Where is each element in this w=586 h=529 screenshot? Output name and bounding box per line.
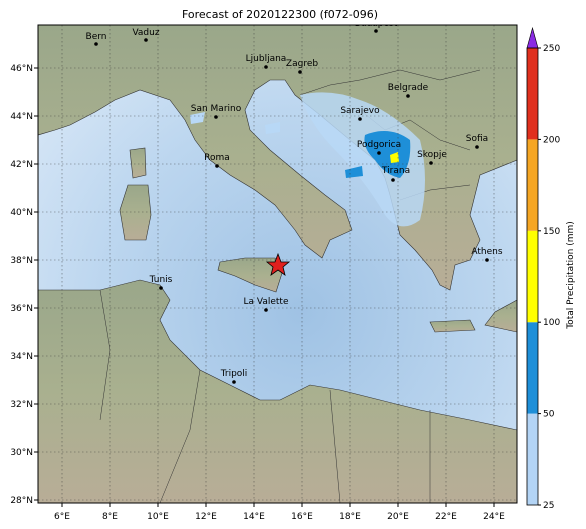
x-tick-label: 12°E: [195, 512, 217, 522]
cities: Budapest Vaduz Bern Ljubljana Zagreb Belgrade…: [86, 19, 503, 384]
city-label: Zagreb: [286, 59, 318, 69]
colorbar-tick-label: 50: [543, 410, 555, 420]
colorbar-tick-label: 25: [543, 501, 554, 511]
city-marker: [406, 94, 410, 98]
city-label: Belgrade: [388, 83, 429, 93]
city-label: Ljubljana: [246, 54, 287, 64]
title: Forecast of 2020122300 (f072-096): [182, 8, 378, 21]
x-tick-label: 10°E: [147, 512, 169, 522]
city-label: Podgorica: [357, 140, 401, 150]
colorbar-segment: [527, 139, 538, 231]
colorbar-tick-label: 200: [543, 135, 560, 145]
precip-light: [300, 92, 425, 227]
colorbar-segment: [527, 322, 538, 414]
x-tick-label: 20°E: [387, 512, 409, 522]
city-marker: [264, 308, 268, 312]
colorbar-frame: [526, 47, 539, 506]
land-sardinia: [119, 184, 152, 241]
y-tick-label: 34°N: [10, 352, 33, 362]
colorbar-label: Total Precipitation (mm): [566, 221, 576, 330]
colorbar-tick-label: 250: [543, 44, 560, 54]
precip-heavy: [390, 152, 399, 163]
city-label: Sofia: [466, 134, 488, 144]
y-tick-label: 42°N: [10, 160, 33, 170]
city-label: Sarajevo: [340, 106, 380, 116]
city-label: Roma: [204, 153, 230, 163]
colorbar-tick-label: 100: [543, 318, 560, 328]
land-corsica: [129, 147, 147, 179]
city-label: Tunis: [149, 275, 173, 285]
x-tick-label: 6°E: [54, 512, 70, 522]
colorbar: 25 50 100 150 200 250: [526, 26, 560, 511]
city-marker: [429, 161, 433, 165]
city-marker: [358, 117, 362, 121]
colorbar-segment: [527, 413, 538, 505]
y-tick-label: 44°N: [10, 112, 33, 122]
city-label: Skopje: [417, 150, 447, 160]
city-label: Vaduz: [132, 28, 159, 38]
axes: 6°E 8°E 10°E 12°E 14°E 16°E 18°E 20°E 22°E 24°E 46…: [10, 64, 505, 522]
city-marker: [144, 38, 148, 42]
x-tick-label: 14°E: [243, 512, 265, 522]
map: Budapest Vaduz Bern Ljubljana Zagreb Belgrade…: [38, 19, 517, 503]
y-tick-label: 36°N: [10, 304, 33, 314]
y-tick-label: 30°N: [10, 448, 33, 458]
location-star: [265, 252, 291, 276]
y-tick-label: 38°N: [10, 256, 33, 266]
city-marker: [94, 42, 98, 46]
land-crete: [429, 319, 476, 333]
colorbar-segment: [527, 48, 538, 140]
y-tick-label: 40°N: [10, 208, 33, 218]
precip-medium: [345, 166, 363, 178]
city-marker: [374, 29, 378, 33]
y-tick-label: 46°N: [10, 64, 33, 74]
city-label: San Marino: [191, 104, 242, 114]
city-marker: [215, 164, 219, 168]
city-label: Athens: [471, 247, 502, 257]
map-frame: [37, 24, 518, 504]
city-marker: [232, 380, 236, 384]
city-label: Tripoli: [220, 369, 248, 379]
x-tick-label: 8°E: [102, 512, 118, 522]
x-tick-label: 18°E: [339, 512, 361, 522]
city-marker: [391, 178, 395, 182]
y-tick-label: 28°N: [10, 496, 33, 506]
city-marker: [214, 115, 218, 119]
city-label: Bern: [86, 32, 107, 42]
city-marker: [485, 258, 489, 262]
land-sicily: [217, 257, 284, 293]
colorbar-extend: [526, 26, 539, 49]
city-label: Tirana: [381, 166, 410, 176]
colorbar-tick-label: 150: [543, 227, 560, 237]
x-tick-label: 22°E: [435, 512, 457, 522]
precip-light: [190, 112, 280, 134]
city-marker: [159, 286, 163, 290]
x-tick-label: 16°E: [291, 512, 313, 522]
city-marker: [377, 151, 381, 155]
colorbar-segment: [527, 230, 538, 323]
y-tick-label: 32°N: [10, 400, 33, 410]
x-tick-label: 24°E: [483, 512, 505, 522]
city-label: Budapest: [355, 19, 398, 29]
precip-medium: [364, 131, 411, 178]
city-marker: [298, 70, 302, 74]
city-label: La Valette: [244, 297, 289, 307]
city-marker: [264, 65, 268, 69]
city-marker: [475, 145, 479, 149]
